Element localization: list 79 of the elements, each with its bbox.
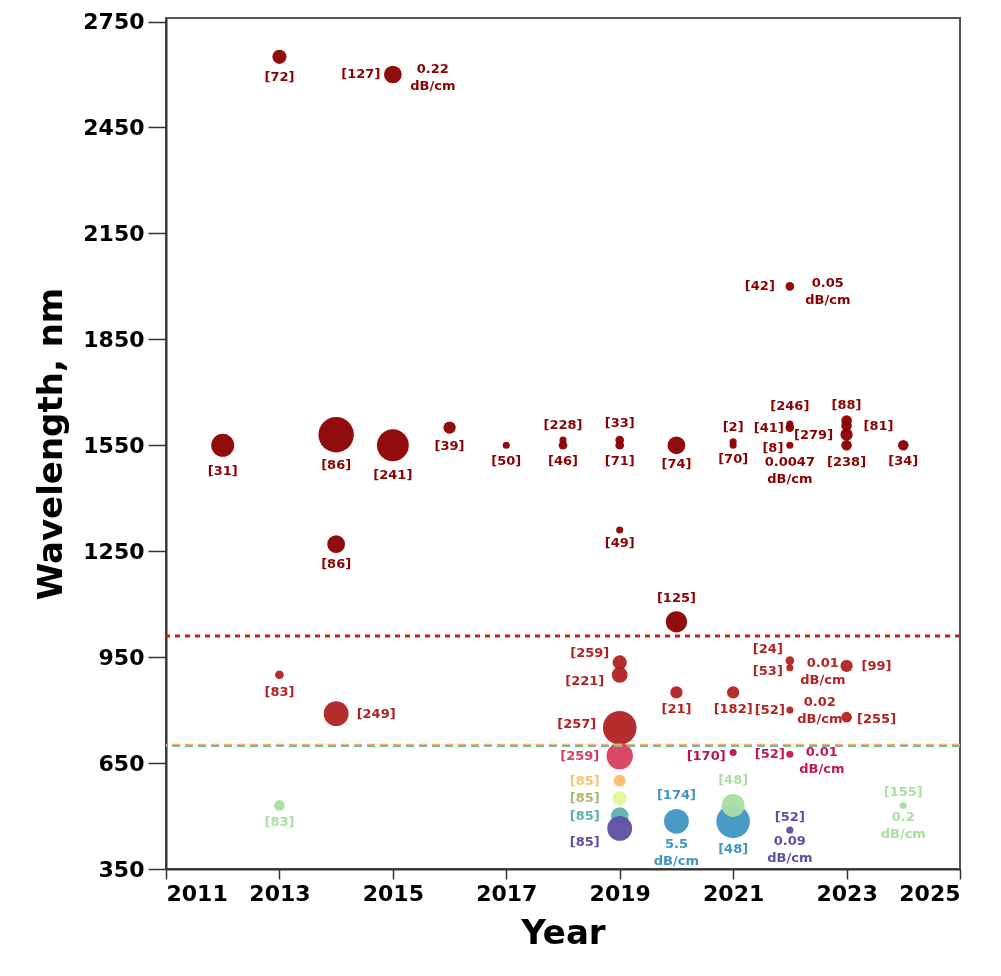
y-tick-label: 1850 [83, 326, 145, 352]
annotation: [72] [264, 68, 295, 84]
annotation: [85] [569, 772, 600, 788]
annotation: [127] [341, 66, 381, 82]
annotation: [86] [321, 456, 352, 472]
annotation: [2] [722, 418, 744, 434]
y-tick-label: 2150 [83, 220, 145, 246]
annotation: [50] [491, 453, 522, 469]
annotation: [70] [718, 451, 749, 467]
annotation: [155] [883, 784, 923, 800]
annotation: [85] [569, 834, 600, 850]
annotation: [41] [753, 419, 784, 435]
x-tick-label: 2017 [476, 880, 538, 906]
annotation: [85] [569, 808, 600, 824]
annotation: [86] [321, 556, 352, 572]
annotation: [88] [831, 396, 862, 412]
annotation: [99] [861, 657, 892, 673]
annotation: [46] [548, 453, 578, 469]
annotation: [83] [264, 814, 295, 830]
annotation: [48] [718, 772, 749, 788]
annotation: [259] [560, 748, 600, 763]
y-tick-label: 1550 [83, 432, 145, 458]
x-tick-label: 2013 [249, 880, 311, 906]
y-axis-title: Wavelength, nm [30, 287, 71, 601]
annotation: [255] [857, 711, 897, 727]
x-tick-label: 2025 [899, 880, 961, 906]
y-tick-label: 350 [98, 856, 145, 882]
annotation: [279] [794, 426, 834, 442]
annotation: [81] [863, 417, 894, 433]
annotation: [238] [827, 454, 867, 470]
annotation: [48] [718, 841, 749, 857]
annotation: [31] [207, 463, 238, 479]
annotation: [221] [565, 672, 605, 688]
annotation: 0.02 dB/cm [797, 694, 843, 727]
annotation: 5.5 dB/cm [653, 836, 700, 869]
x-tick-label: 2019 [589, 880, 651, 906]
annotation: [8] [762, 440, 784, 456]
annotation: [42] [744, 278, 775, 294]
annotation: [257] [557, 715, 597, 731]
x-tick-label: 2011 [166, 880, 228, 906]
annotation: [49] [604, 535, 635, 551]
annotation: [39] [434, 437, 465, 453]
annotation: 0.09 dB/cm [767, 833, 813, 866]
annotation: [33] [604, 414, 635, 430]
annotation: [241] [373, 467, 413, 483]
y-tick-label: 1250 [83, 538, 145, 564]
annotation: [246] [770, 398, 810, 414]
annotation: [85] [569, 790, 600, 806]
annotation: [71] [604, 453, 635, 469]
x-axis-title: Year [520, 911, 606, 952]
annotation: 0.22 dB/cm [410, 61, 456, 94]
annotation: [34] [888, 453, 919, 469]
y-tick-label: 2450 [83, 114, 145, 140]
annotation: 0.2 dB/cm [880, 809, 926, 842]
y-tick-label: 650 [98, 750, 145, 776]
annotation: 0.01 dB/cm [799, 744, 845, 777]
y-tick-label: 950 [98, 644, 145, 670]
annotation: [52] [774, 809, 805, 825]
annotation: [74] [661, 456, 692, 472]
annotation: [83] [264, 683, 295, 699]
annotation: [249] [356, 705, 396, 721]
x-tick-label: 2021 [703, 880, 765, 906]
annotation: [174] [656, 787, 696, 803]
annotation: 0.0047 dB/cm [764, 454, 815, 487]
annotation: 0.01 dB/cm [800, 654, 846, 687]
annotation: [52] [754, 746, 785, 762]
annotation: [24] [752, 640, 783, 656]
annotation: 0.05 dB/cm [805, 275, 851, 308]
annotation: [170] [686, 748, 726, 764]
annotation: [52] [754, 702, 785, 718]
annotation: [21] [661, 701, 692, 717]
x-tick-label: 2015 [362, 880, 424, 906]
annotation: [259] [570, 645, 610, 661]
annotation: [228] [543, 416, 583, 432]
annotation: [125] [656, 589, 696, 605]
annotation: [182] [713, 701, 753, 717]
y-tick-label: 2750 [83, 9, 145, 35]
annotation: [53] [752, 662, 783, 678]
x-tick-label: 2023 [816, 880, 878, 906]
